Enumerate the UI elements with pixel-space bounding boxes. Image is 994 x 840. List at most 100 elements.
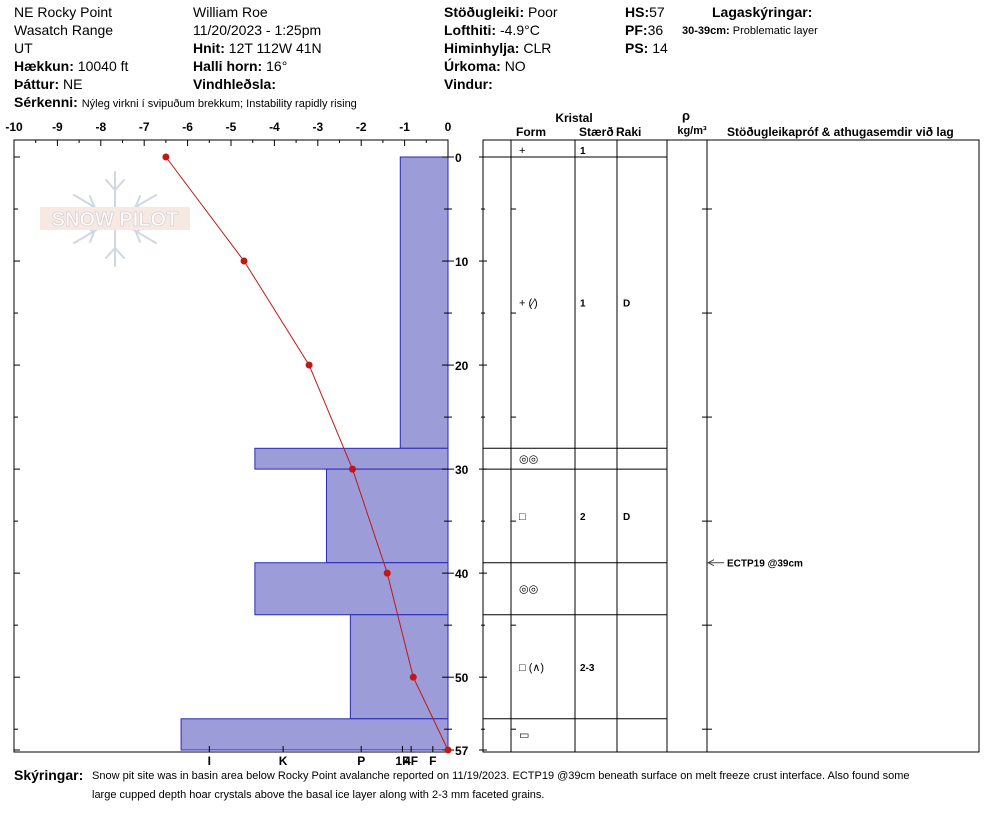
ps-value: 14 xyxy=(652,40,668,56)
observer: William Roe xyxy=(193,4,268,20)
pf-label: PF: xyxy=(625,22,648,38)
temp-tick-label: -9 xyxy=(52,120,63,134)
sky-label: Himinhylja: xyxy=(444,40,520,56)
layer-form: ◎◎ xyxy=(519,454,538,466)
layer-rows: +1 + (⁄) 1 D ◎◎ □ 2 D ◎◎ □ (∧) 2-3 ▭ xyxy=(483,145,667,741)
legend-range: 30-39cm: xyxy=(682,25,730,37)
hardness-bar xyxy=(254,562,449,616)
hardness-bar xyxy=(399,156,449,449)
layer-moisture: D xyxy=(623,299,630,310)
hardness-bars xyxy=(180,156,449,751)
elevation-label: Hækkun: xyxy=(14,58,74,74)
sky-value: CLR xyxy=(523,40,552,56)
coords-value: 12T 112W 41N xyxy=(228,40,322,56)
hardness-tick-label: 4F xyxy=(404,754,418,768)
depth-tick-label: 0 xyxy=(455,151,462,165)
penetration-foot: PF:36 xyxy=(625,21,663,39)
aspect-value: NE xyxy=(63,76,83,92)
coords-label: Hnit: xyxy=(193,40,225,56)
features-label: Sérkenni: xyxy=(14,94,78,110)
temp-tick-label: -5 xyxy=(226,120,237,134)
temp-point xyxy=(305,361,313,369)
depth-tick-label: 50 xyxy=(455,671,469,685)
mountain-range: Wasatch Range xyxy=(14,22,114,38)
air-temp-value: -4.9°C xyxy=(499,22,540,38)
depth-tick-label: 30 xyxy=(455,463,469,477)
depth-tick-label: 40 xyxy=(455,567,469,581)
precipitation: Úrkoma: NO xyxy=(444,57,526,75)
legend-entry: 30-39cm: Problematic layer xyxy=(682,22,818,40)
stability-tests: ECTP19 @39cm xyxy=(706,559,803,570)
layer-size: 1 xyxy=(580,146,586,157)
slope-label: Halli horn: xyxy=(193,58,263,74)
precip-label: Úrkoma: xyxy=(444,58,501,74)
elevation-value: 10040 ft xyxy=(77,58,129,74)
layer-form: □ xyxy=(519,511,526,523)
temp-point xyxy=(240,257,248,265)
slope-angle: Halli horn: 16° xyxy=(193,57,287,75)
snow-height: HS:57 xyxy=(625,3,665,21)
hs-value: 57 xyxy=(649,4,665,20)
layer-size: 2-3 xyxy=(580,663,595,674)
temp-point xyxy=(383,569,391,577)
legend-text: Problematic layer xyxy=(732,25,818,37)
temp-tick-label: -2 xyxy=(356,120,367,134)
hardness-bar xyxy=(325,468,449,564)
precip-value: NO xyxy=(504,58,526,74)
layer-size: 1 xyxy=(580,299,586,310)
header-crystal: Kristal xyxy=(555,111,592,125)
penetration-ski: PS: 14 xyxy=(625,39,668,57)
stability-value: Poor xyxy=(528,4,558,20)
hardness-tick-label: F xyxy=(429,754,436,768)
features: Sérkenni: Nýleg virkni í svipuðum brekku… xyxy=(14,93,357,113)
comments-line-1: Snow pit site was in basin area below Ro… xyxy=(92,770,910,782)
temp-point xyxy=(444,746,452,754)
header-density-unit: kg/m³ xyxy=(677,125,707,137)
temp-tick-label: -7 xyxy=(139,120,150,134)
stability-label: Stöðugleiki: xyxy=(444,4,525,20)
slope-value: 16° xyxy=(266,58,288,74)
depth-axis: 0 10 20 30 40 50 57 xyxy=(14,151,712,758)
stability-test-arrowhead xyxy=(706,559,715,567)
hardness-tick-label: K xyxy=(279,754,288,768)
layer-table: Kristal Form Stærð Raki ρ kg/m³ Stöðugle… xyxy=(482,108,980,753)
wind-loading-label: Vindhleðsla: xyxy=(193,76,276,92)
state: UT xyxy=(14,40,33,56)
stability-test-label: ECTP19 @39cm xyxy=(727,559,803,570)
comments-line-2: large cupped depth hoar crystals above t… xyxy=(92,789,545,801)
sky-cover: Himinhylja: CLR xyxy=(444,39,551,57)
stability: Stöðugleiki: Poor xyxy=(444,3,558,21)
location-name: NE Rocky Point xyxy=(14,4,113,20)
wind: Vindur: xyxy=(444,75,493,93)
header-form: Form xyxy=(516,125,546,139)
depth-tick-label: 10 xyxy=(455,255,469,269)
temperature-profile xyxy=(162,153,452,754)
elevation: Hækkun: 10040 ft xyxy=(14,57,128,75)
legend-title: Lagaskýringar: xyxy=(712,4,813,20)
ps-label: PS: xyxy=(625,40,649,56)
temp-tick-label: -1 xyxy=(399,120,410,134)
hardness-bar xyxy=(349,614,449,720)
temp-point xyxy=(162,153,170,161)
datetime: 11/20/2023 - 1:25pm xyxy=(193,22,322,38)
comments-label: Skýringar: xyxy=(14,767,84,783)
aspect-label: Þáttur: xyxy=(14,76,60,92)
header-stability-tests: Stöðugleikapróf & athugasemdir við lag xyxy=(727,125,954,139)
hardness-bar xyxy=(180,718,449,751)
temp-tick-label: -4 xyxy=(269,120,280,134)
snowpilot-logo: SNOW PILOT xyxy=(40,171,190,267)
wind-label: Vindur: xyxy=(444,76,493,92)
layer-size: 2 xyxy=(580,512,586,523)
air-temperature: Lofthiti: -4.9°C xyxy=(444,21,540,39)
hardness-tick-label: P xyxy=(357,754,365,768)
svg-text:SNOW PILOT: SNOW PILOT xyxy=(52,209,179,231)
temp-tick-label: -8 xyxy=(95,120,106,134)
temp-tick-label: -10 xyxy=(5,120,23,134)
layer-form: + xyxy=(519,145,525,157)
air-temp-label: Lofthiti: xyxy=(444,22,497,38)
coordinates: Hnit: 12T 112W 41N xyxy=(193,39,322,57)
layer-form: + (⁄) xyxy=(519,298,538,310)
layer-form: ▭ xyxy=(519,729,529,741)
header-rho: ρ xyxy=(682,108,690,123)
